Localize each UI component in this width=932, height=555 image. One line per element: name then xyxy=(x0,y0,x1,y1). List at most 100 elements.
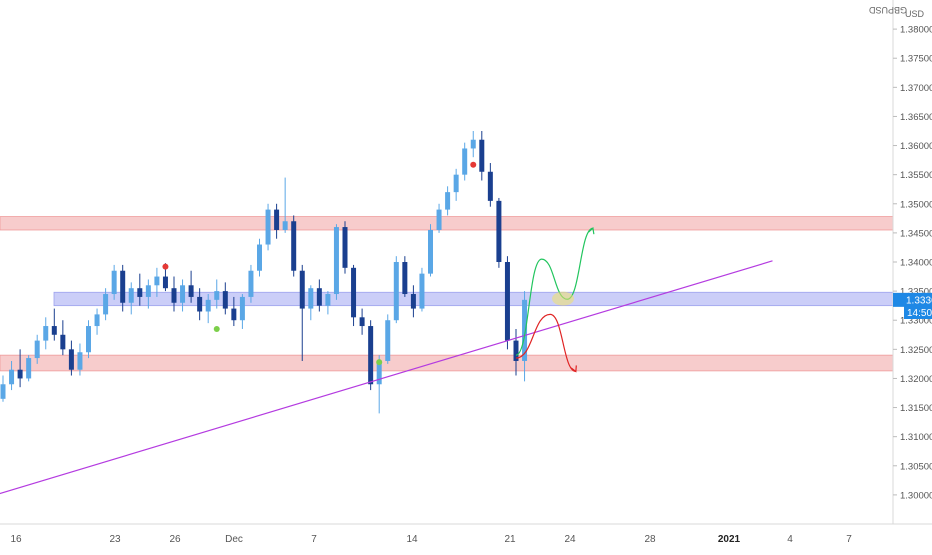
bearish-projection-arrowhead xyxy=(570,365,577,373)
price-tick-label: 1.37500 xyxy=(900,54,932,65)
resistance-zone xyxy=(0,216,894,231)
price-tick-label: 1.31500 xyxy=(900,403,932,414)
red-dot-marker xyxy=(470,161,477,168)
candle-body xyxy=(393,262,399,321)
candle-body xyxy=(462,148,468,175)
price-tick-label: 1.30000 xyxy=(900,490,932,501)
green-dot-marker xyxy=(376,359,383,366)
time-axis[interactable]: 16 23 26 Dec 7 14 21 24 28 2021 4 7 xyxy=(10,534,852,545)
candle-body xyxy=(60,334,66,350)
candle-body xyxy=(522,299,528,361)
price-tick-label: 1.37000 xyxy=(900,83,932,94)
price-tick-label: 1.33000 xyxy=(900,316,932,327)
candle-body xyxy=(333,227,339,295)
price-tick-label: 1.36000 xyxy=(900,141,932,152)
candle-body xyxy=(436,209,442,230)
candle-body xyxy=(410,294,416,309)
price-tick-label: 1.30500 xyxy=(900,461,932,472)
candle-body xyxy=(180,285,186,303)
candle-body xyxy=(342,227,348,268)
bullish-projection-arrowhead xyxy=(588,227,595,235)
candle-body xyxy=(51,326,57,335)
candle-body xyxy=(188,285,194,297)
candle-body xyxy=(162,276,168,289)
time-tick-label: 28 xyxy=(644,534,656,545)
candle-body xyxy=(154,276,160,286)
candle-body xyxy=(428,229,433,274)
candle-body xyxy=(513,340,519,361)
candle-body xyxy=(359,317,365,327)
candle-body xyxy=(77,352,83,370)
candle-body xyxy=(9,369,15,385)
candle-body xyxy=(248,270,254,297)
current-price-tag-bg xyxy=(893,292,932,307)
candle-body xyxy=(214,291,220,300)
symbol-label: GBPUSD xyxy=(868,5,907,15)
candle-body xyxy=(487,171,493,201)
time-tick-label: 7 xyxy=(311,534,317,545)
candle-body xyxy=(171,288,177,303)
candle-body xyxy=(479,139,485,172)
zones-layer xyxy=(0,216,894,372)
bullish-projection xyxy=(515,227,594,356)
time-tick-label: 26 xyxy=(169,534,181,545)
candle-body xyxy=(325,294,331,306)
candle-body xyxy=(0,384,6,399)
time-tick-label: Dec xyxy=(225,534,243,545)
candle-body xyxy=(145,285,151,297)
candle-body xyxy=(368,326,374,385)
price-axis[interactable]: 1.38000 1.37500 1.37000 1.36500 1.36000 1.355… xyxy=(893,25,932,502)
price-tick-label: 1.33500 xyxy=(900,287,932,298)
pivot-zone xyxy=(53,291,894,307)
candle-body xyxy=(376,360,382,385)
candle-body xyxy=(103,294,109,315)
candle-body xyxy=(239,296,245,321)
candle-body xyxy=(299,270,305,309)
candle-body xyxy=(137,288,143,297)
price-tick-label: 1.38000 xyxy=(900,25,932,36)
candle-body xyxy=(445,192,451,210)
price-tick-label: 1.34500 xyxy=(900,228,932,239)
countdown-tag: 14:50 xyxy=(904,306,932,319)
time-tick-label: 4 xyxy=(787,534,793,545)
time-tick-label: 7 xyxy=(846,534,852,545)
candle-body xyxy=(128,288,134,303)
price-tick-label: 1.32500 xyxy=(900,345,932,356)
bearish-projection xyxy=(515,313,577,373)
current-price-tag: 1.33362 xyxy=(893,292,932,307)
time-tick-label: 14 xyxy=(406,534,418,545)
candle-body xyxy=(504,262,510,341)
candle-body xyxy=(231,308,237,321)
markers-layer xyxy=(162,161,477,366)
candle-body xyxy=(197,296,203,312)
price-tick-label: 1.31000 xyxy=(900,432,932,443)
candle-body xyxy=(205,299,211,312)
candle-body xyxy=(496,200,502,262)
time-tick-label: 24 xyxy=(564,534,576,545)
time-tick-label: 2021 xyxy=(718,534,741,545)
current-price-value: 1.33362 xyxy=(906,295,932,306)
candle-body xyxy=(17,369,23,379)
candle-body xyxy=(94,314,100,327)
green-dot-marker xyxy=(213,325,220,332)
time-tick-label: 16 xyxy=(10,534,22,545)
red-dot-marker xyxy=(162,263,169,270)
decision-highlight xyxy=(552,291,575,306)
candle-body xyxy=(34,340,40,359)
trendline xyxy=(0,260,773,495)
candle-body xyxy=(120,270,126,303)
candle-body xyxy=(222,291,228,309)
candle-body xyxy=(43,326,49,341)
candle-body xyxy=(86,326,91,353)
time-tick-label: 21 xyxy=(504,534,516,545)
candle-body xyxy=(274,209,280,230)
candle-body xyxy=(308,288,314,309)
candle-body xyxy=(419,273,425,309)
candle-body xyxy=(316,288,322,306)
price-tick-label: 1.35500 xyxy=(900,170,932,181)
time-tick-label: 23 xyxy=(109,534,121,545)
candles-layer xyxy=(0,131,528,414)
